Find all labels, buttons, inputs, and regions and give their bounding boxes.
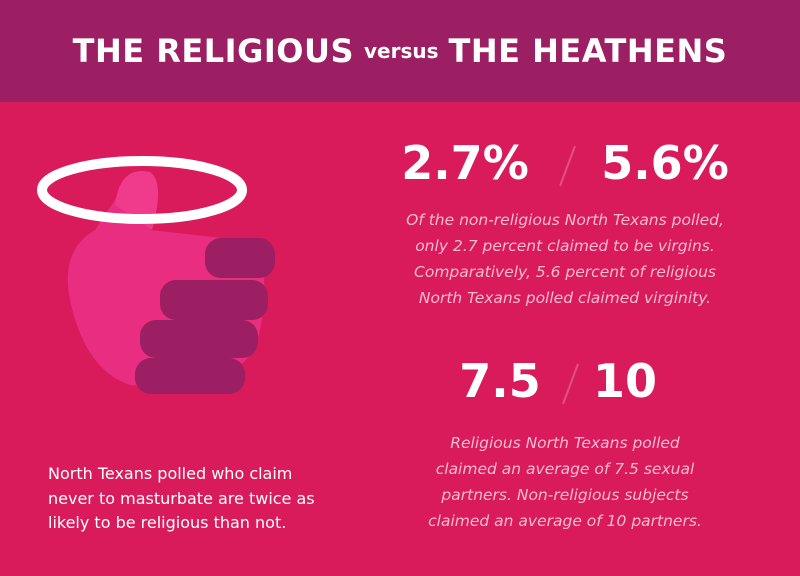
stat: 5.6% <box>601 136 729 190</box>
stat: 10 <box>592 354 657 408</box>
finger <box>160 280 268 320</box>
text-line: Of the non-religious North Texans polled… <box>406 211 724 229</box>
text-line: claimed an average of 10 partners. <box>428 512 702 530</box>
finger <box>140 320 258 358</box>
text-line: partners. Non-religious subjects <box>441 486 689 504</box>
stat: 7.5 <box>459 354 541 408</box>
stat: 2.7% <box>401 136 529 190</box>
paragraph: North Texans polled who claim never to ma… <box>48 462 315 536</box>
title: versus <box>363 39 439 63</box>
text-line: Religious North Texans polled <box>450 434 680 452</box>
text-line: Comparatively, 5.6 percent of religious <box>414 263 716 281</box>
paragraph: Religious North Texans polled claimed an … <box>385 430 745 534</box>
text-line: North Texans polled who claim <box>48 464 293 483</box>
finger <box>135 358 245 394</box>
text-line: only 2.7 percent claimed to be virgins. <box>415 237 715 255</box>
text-line: claimed an average of 7.5 sexual <box>435 460 695 478</box>
halo <box>37 156 247 224</box>
paragraph: Of the non-religious North Texans polled… <box>385 207 745 311</box>
text-line: North Texans polled claimed virginity. <box>418 289 712 307</box>
text-line: never to masturbate are twice as <box>48 488 315 508</box>
divider <box>559 145 576 187</box>
title: THE HEATHENS <box>448 32 728 70</box>
finger <box>205 238 275 278</box>
header: THE RELIGIOUS versus THE HEATHENS <box>0 0 800 102</box>
title: THE RELIGIOUS <box>72 32 354 70</box>
divider <box>562 363 579 405</box>
text-line: likely to be religious than not. <box>48 513 287 532</box>
